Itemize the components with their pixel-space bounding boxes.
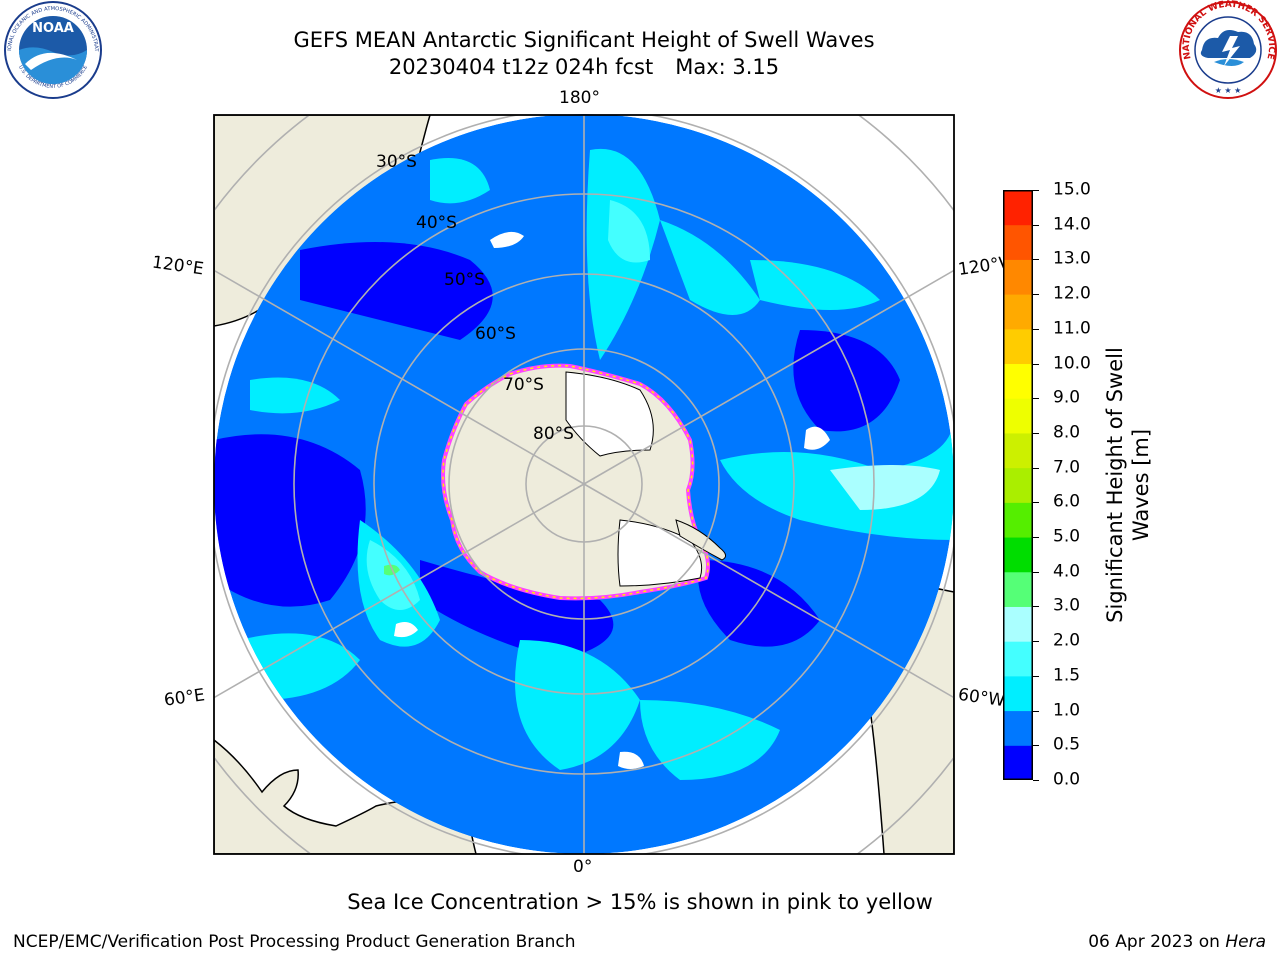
colorbar [1003,190,1033,780]
colorbar-tick-label: 15.0 [1053,179,1091,200]
footer-machine: Hera [1225,932,1266,952]
colorbar-tick-label: 12.0 [1053,283,1091,304]
colorbar-tick-label: 6.0 [1053,491,1081,512]
lat-label-30s: 30°S [376,152,417,172]
colorbar-tick-mark [1033,537,1039,539]
colorbar-segment [1003,294,1033,330]
colorbar-segment [1003,606,1033,642]
colorbar-segment [1003,641,1033,677]
colorbar-tick-label: 5.0 [1053,526,1081,547]
colorbar-tick-mark [1033,710,1039,712]
colorbar-tick-label: 0.0 [1053,769,1081,790]
colorbar-segment [1003,259,1033,295]
colorbar-tick-mark [1033,259,1039,261]
colorbar-tick-mark [1033,432,1039,434]
colorbar-tick-mark [1033,467,1039,469]
colorbar-tick-label: 2.0 [1053,630,1081,651]
colorbar-segment [1003,432,1033,469]
colorbar-tick-label: 7.0 [1053,457,1081,478]
meridian-line [214,483,585,699]
colorbar-tick-label: 8.0 [1053,422,1081,443]
colorbar-tick-mark [1033,675,1039,677]
max-label: Max: 3.15 [675,55,780,79]
colorbar-tick-label: 0.5 [1053,734,1081,755]
colorbar-tick-label: 9.0 [1053,387,1081,408]
ross-ice-shelf [565,371,654,457]
lat-label-40s: 40°S [416,213,457,233]
colorbar-segment [1003,467,1033,503]
colorbar-tick-mark [1033,780,1039,781]
colorbar-tick-label: 14.0 [1053,214,1091,235]
colorbar-segment [1003,710,1033,746]
noaa-logo: NOAA NATIONAL OCEANIC AND ATMOSPHERIC AD… [1,0,102,99]
colorbar-tick-label: 3.0 [1053,595,1081,616]
colorbar-tick-mark [1033,398,1039,400]
lat-label-80s: 80°S [533,424,574,444]
colorbar-segment [1003,190,1033,226]
meridian-line [583,483,954,699]
footer-date-text: 06 Apr 2023 on [1088,932,1226,952]
colorbar-segment [1003,571,1033,607]
lon-label-0: 0° [573,857,593,877]
lon-label-180: 180° [559,88,600,108]
colorbar-segment [1003,328,1033,365]
chart-subtitle: 20230404 t12z 024h fcst Max: 3.15 [214,54,954,80]
graticule [214,115,954,854]
colorbar-label: Significant Height of Swell Waves [m] [1103,347,1153,623]
colorbar-tick-mark [1033,328,1039,330]
colorbar-tick-label: 4.0 [1053,561,1081,582]
colorbar-tick-mark [1033,641,1039,643]
colorbar-tick-mark [1033,224,1039,226]
colorbar-segment [1003,502,1033,538]
colorbar-tick-label: 1.0 [1053,700,1081,721]
footer-date: 06 Apr 2023 on Hera [1088,932,1266,952]
chart-title: GEFS MEAN Antarctic Significant Height o… [293,28,875,52]
nws-logo: NATIONAL WEATHER SERVICE ★ ★ ★ [1179,0,1277,99]
colorbar-segment [1003,745,1033,780]
colorbar-tick-mark [1033,190,1039,191]
footer-branch: NCEP/EMC/Verification Post Processing Pr… [13,932,576,952]
lat-label-60s: 60°S [475,324,516,344]
colorbar-tick-mark [1033,294,1039,296]
antarctic-peninsula [675,519,726,561]
colorbar-segment [1003,398,1033,434]
colorbar-ticks: 0.0 0.5 1.0 1.5 2.0 3.0 4.0 5.0 6.0 7.0 8.0 9.0 10.0… [1033,181,1133,788]
colorbar-tick-mark [1033,606,1039,608]
colorbar-tick-mark [1033,363,1039,365]
meridian-line [214,269,585,485]
colorbar-tick-mark [1033,745,1039,747]
run-label: 20230404 t12z 024h fcst [388,55,654,79]
colorbar-segment [1003,224,1033,260]
colorbar-tick-label: 1.5 [1053,665,1081,686]
colorbar-segment [1003,363,1033,399]
colorbar-tick-label: 10.0 [1053,353,1091,374]
colorbar-segment [1003,537,1033,573]
noaa-logo-text: NOAA [32,21,74,36]
nws-stars: ★ ★ ★ [1215,86,1242,95]
colorbar-tick-mark [1033,502,1039,504]
colorbar-tick-label: 13.0 [1053,248,1091,269]
lat-label-70s: 70°S [503,375,544,395]
colorbar-tick-label: 11.0 [1053,318,1091,339]
lat-label-50s: 50°S [444,270,485,290]
map-frame [213,114,955,855]
sea-ice-caption: Sea Ice Concentration > 15% is shown in … [347,890,933,914]
colorbar-segment [1003,675,1033,712]
colorbar-tick-mark [1033,571,1039,573]
meridian-line [583,269,954,485]
